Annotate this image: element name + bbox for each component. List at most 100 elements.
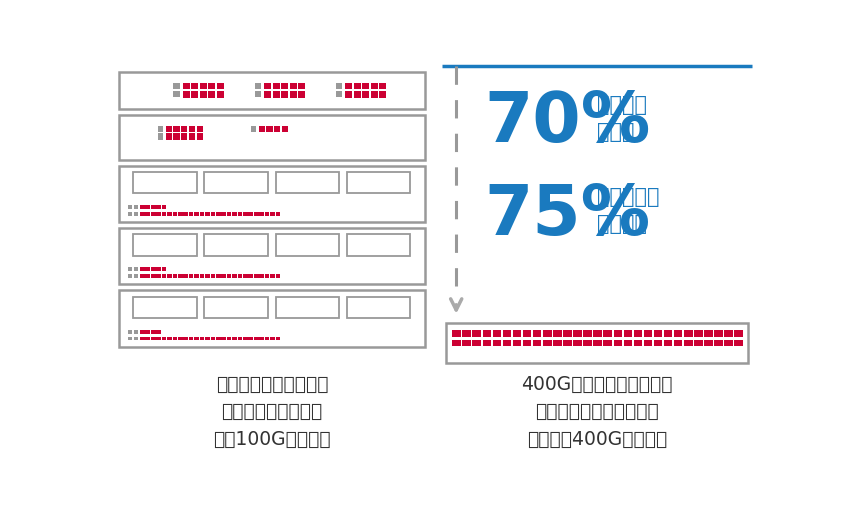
Bar (145, 274, 150, 278)
Bar (724, 330, 733, 337)
Bar (209, 82, 215, 90)
Bar (248, 337, 253, 341)
Bar (178, 274, 182, 278)
Bar (238, 337, 242, 341)
Bar (272, 91, 279, 98)
Bar (255, 91, 261, 97)
Bar (584, 340, 592, 346)
Bar (183, 337, 188, 341)
Bar (119, 290, 426, 346)
Bar (119, 228, 426, 284)
Bar (633, 330, 643, 337)
Bar (243, 337, 248, 341)
Bar (694, 330, 702, 337)
Bar (134, 205, 138, 209)
Bar (191, 91, 198, 98)
Bar (216, 274, 220, 278)
Bar (140, 337, 145, 341)
Bar (194, 337, 199, 341)
Bar (473, 340, 481, 346)
Bar (574, 330, 582, 337)
Bar (259, 274, 264, 278)
Bar (483, 340, 491, 346)
Text: ルーティングとトラン
スポートの構成によ
って100Gに最適化: ルーティングとトラン スポートの構成によ って100Gに最適化 (214, 375, 331, 449)
Bar (336, 82, 342, 89)
Bar (543, 330, 552, 337)
Bar (354, 82, 361, 90)
Bar (281, 82, 288, 90)
Bar (161, 267, 167, 271)
Bar (205, 274, 209, 278)
Bar (258, 126, 265, 132)
Bar (452, 340, 461, 346)
Bar (161, 274, 167, 278)
Bar (643, 340, 653, 346)
Bar (276, 172, 339, 193)
Bar (463, 340, 471, 346)
Bar (623, 340, 632, 346)
Bar (189, 126, 195, 132)
Bar (161, 337, 167, 341)
Bar (227, 212, 231, 216)
Bar (623, 330, 632, 337)
Bar (289, 82, 297, 90)
Bar (133, 234, 197, 256)
Bar (156, 212, 161, 216)
Bar (129, 337, 132, 341)
Bar (181, 126, 188, 132)
Bar (156, 330, 161, 333)
Bar (199, 212, 204, 216)
Bar (140, 274, 145, 278)
Bar (238, 274, 242, 278)
Bar (156, 267, 161, 271)
Bar (145, 267, 150, 271)
Bar (119, 115, 426, 159)
Bar (232, 212, 237, 216)
Bar (183, 274, 188, 278)
Bar (129, 330, 132, 333)
Bar (156, 274, 161, 278)
Bar (140, 330, 145, 333)
Bar (189, 274, 193, 278)
Bar (156, 205, 161, 209)
Bar (248, 212, 253, 216)
Bar (129, 205, 132, 209)
Bar (156, 337, 161, 341)
Bar (221, 274, 226, 278)
Bar (210, 274, 215, 278)
Bar (282, 126, 288, 132)
Bar (166, 126, 172, 132)
Bar (446, 323, 748, 363)
Bar (166, 133, 172, 140)
Bar (134, 337, 138, 341)
Bar (151, 205, 156, 209)
Bar (205, 337, 209, 341)
Bar (336, 91, 342, 97)
Bar (173, 126, 179, 132)
Bar (251, 126, 257, 132)
Bar (189, 133, 195, 140)
Bar (553, 330, 562, 337)
Text: 70%: 70% (485, 90, 651, 156)
Bar (194, 274, 199, 278)
Bar (134, 267, 138, 271)
Bar (281, 91, 288, 98)
Bar (255, 82, 261, 89)
Bar (543, 340, 552, 346)
Bar (217, 82, 224, 90)
Bar (173, 91, 179, 97)
Bar (232, 337, 237, 341)
Bar (523, 330, 532, 337)
Bar (265, 337, 269, 341)
Bar (270, 274, 275, 278)
Bar (161, 212, 167, 216)
Bar (653, 330, 663, 337)
Bar (371, 91, 378, 98)
Bar (151, 337, 156, 341)
Bar (614, 340, 622, 346)
Bar (563, 340, 572, 346)
Bar (204, 172, 268, 193)
Bar (167, 212, 172, 216)
Bar (272, 82, 279, 90)
Bar (452, 330, 461, 337)
